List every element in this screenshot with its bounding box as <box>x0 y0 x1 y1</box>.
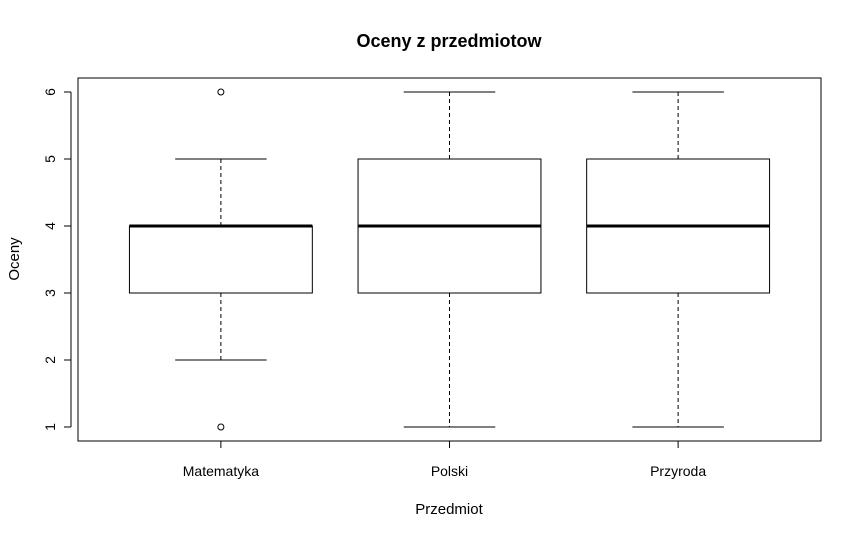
y-tick-label: 1 <box>42 423 58 431</box>
chart-title: Oceny z przedmiotow <box>356 31 542 51</box>
y-axis-label: Oceny <box>6 237 23 281</box>
x-axis: Matematyka Polski Przyroda <box>183 440 706 479</box>
box-przyroda <box>586 91 771 428</box>
y-tick-label: 5 <box>42 155 58 163</box>
boxes-group <box>128 88 771 431</box>
x-tick-label: Przyroda <box>650 463 706 479</box>
iqr-box <box>128 225 313 294</box>
y-axis: 1 2 3 4 5 6 <box>42 88 72 431</box>
outlier-point <box>217 88 225 96</box>
y-tick-label: 6 <box>42 88 58 96</box>
x-axis-label: Przedmiot <box>415 501 483 518</box>
x-tick-label: Polski <box>431 463 468 479</box>
y-tick-label: 2 <box>42 356 58 364</box>
box-polski <box>357 91 542 428</box>
x-tick-label: Matematyka <box>183 463 259 479</box>
y-tick-label: 3 <box>42 289 58 297</box>
outlier-point <box>217 423 225 431</box>
y-tick-label: 4 <box>42 222 58 230</box>
box-matematyka <box>128 88 313 431</box>
